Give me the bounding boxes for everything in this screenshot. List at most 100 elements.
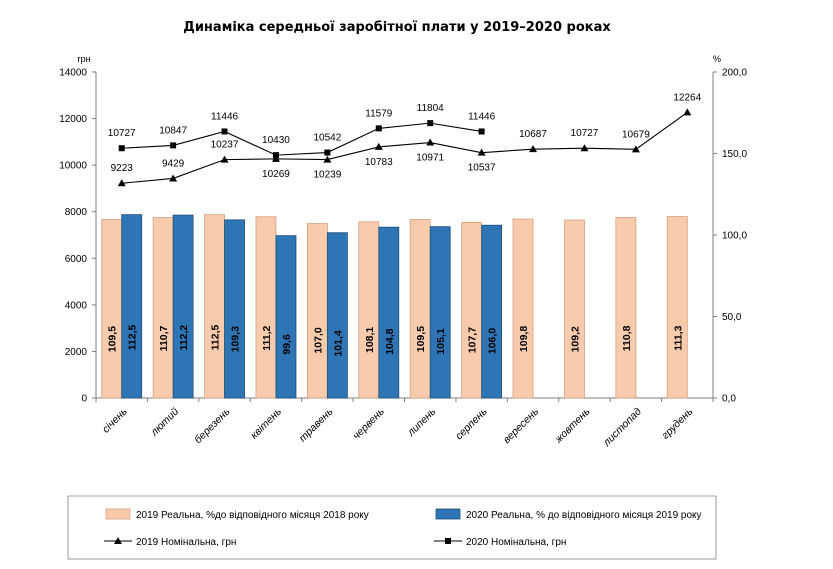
point-value-label: 11446: [211, 111, 239, 122]
bar-2020: [326, 232, 348, 399]
bar-value-label: 109,2: [569, 326, 581, 352]
bar-2019: [255, 216, 277, 399]
point-value-label: 11579: [365, 108, 393, 119]
x-tick-label: квітень: [248, 406, 284, 442]
left-tick-label: 8000: [65, 207, 88, 218]
left-tick-label: 12000: [59, 114, 87, 125]
bar-2019: [358, 221, 380, 399]
x-tick-label: травень: [297, 406, 336, 445]
point-marker-2019: [683, 108, 692, 116]
point-value-label: 10237: [211, 140, 239, 151]
bar-2019: [564, 219, 585, 399]
right-tick-label: 50,0: [722, 312, 742, 323]
point-marker-2019: [117, 179, 126, 187]
bar-value-label: 109,3: [230, 326, 242, 352]
bar-2019: [615, 216, 637, 399]
bar-2019: [409, 219, 431, 399]
point-marker-2019: [529, 145, 538, 153]
bar-value-label: 99,6: [281, 334, 293, 355]
bar-value-label: 101,4: [332, 330, 344, 356]
legend-label: 2020 Реальна, % до відповідного місяця 2…: [466, 510, 702, 521]
bar-value-label: 111,2: [261, 325, 273, 350]
point-marker-2020: [324, 149, 331, 156]
point-value-label: 11446: [468, 111, 496, 122]
bar-value-label: 104,8: [384, 328, 396, 354]
point-marker-2019: [580, 144, 589, 152]
x-tick-label: вересень: [501, 406, 541, 446]
point-marker-2020: [375, 125, 382, 132]
left-tick-label: 10000: [59, 161, 87, 172]
point-value-label: 10727: [571, 128, 599, 139]
point-value-label: 9223: [111, 163, 134, 174]
bar-value-label: 109,5: [107, 326, 119, 352]
x-tick-label: серпень: [453, 406, 490, 443]
left-axis-unit: грн: [77, 54, 90, 64]
bar-value-label: 107,0: [312, 327, 324, 353]
bar-value-label: 112,5: [127, 324, 139, 350]
point-value-label: 10847: [159, 125, 187, 136]
bar-value-label: 105,1: [435, 328, 447, 354]
bar-2019: [101, 219, 123, 399]
point-marker-2020: [272, 152, 279, 159]
left-tick-label: 0: [81, 394, 87, 405]
bar-2020: [172, 214, 194, 399]
point-value-label: 10430: [262, 135, 290, 146]
point-value-label: 10679: [622, 129, 650, 140]
right-tick-label: 100,0: [722, 231, 747, 242]
point-marker-2020: [427, 120, 434, 127]
point-marker-2019: [169, 174, 178, 182]
x-tick-label: липень: [405, 406, 439, 440]
point-value-label: 12264: [673, 92, 701, 103]
x-tick-label: січень: [100, 406, 130, 436]
x-tick-label: грудень: [659, 406, 695, 442]
right-tick-label: 150,0: [722, 149, 747, 160]
point-value-label: 10537: [468, 163, 496, 174]
point-marker-2019: [271, 154, 280, 162]
bar-value-label: 108,1: [364, 327, 376, 353]
bar-value-label: 110,8: [621, 325, 633, 351]
point-value-label: 10971: [416, 153, 444, 164]
legend-label: 2019 Реальна, %до відповідного місяця 20…: [136, 510, 369, 521]
point-marker-2019: [220, 155, 229, 163]
point-value-label: 9429: [162, 158, 185, 169]
bar-2020: [224, 219, 245, 399]
line-2019: [121, 111, 688, 184]
legend-label: 2019 Номінальна, грн: [136, 537, 236, 548]
point-marker-2019: [374, 142, 383, 150]
bar-value-label: 106,0: [487, 328, 499, 354]
point-value-label: 10269: [262, 169, 290, 180]
left-tick-label: 2000: [65, 347, 88, 358]
bar-value-label: 112,2: [178, 325, 190, 351]
x-tick-label: листопад: [600, 406, 644, 450]
right-axis-unit: %: [713, 54, 721, 64]
legend-swatch-bar-2020: [435, 508, 461, 520]
point-value-label: 10727: [108, 128, 136, 139]
x-tick-label: березень: [192, 406, 232, 446]
point-marker-2020: [118, 145, 125, 152]
bar-value-label: 109,5: [415, 326, 427, 352]
legend-marker-square: [445, 538, 451, 544]
bar-2019: [512, 218, 534, 399]
bar-2020: [121, 214, 143, 399]
labels-layer: 109,5 110,7 112,5 111,2 107,0 108,1 109,5 107,7…: [107, 92, 702, 356]
point-marker-2020: [170, 142, 177, 149]
right-tick-label: 0,0: [722, 394, 736, 405]
line-2020: [121, 122, 482, 156]
x-tick-label: жовтень: [552, 406, 593, 447]
legend-marker-triangle: [114, 537, 122, 544]
point-value-label: 10239: [313, 170, 341, 181]
point-marker-2020: [478, 128, 485, 135]
legend-swatch-bar-2019: [105, 508, 131, 520]
x-tick-label: червень: [350, 406, 386, 442]
bar-2019: [461, 222, 483, 399]
point-marker-2019: [631, 145, 640, 153]
bar-value-label: 112,5: [210, 324, 222, 350]
bar-2019: [152, 217, 174, 399]
bar-value-label: 110,7: [158, 325, 170, 351]
point-marker-2019: [477, 148, 486, 156]
bar-2020: [481, 224, 503, 399]
chart-title: Динаміка середньої заробітної плати у 20…: [183, 20, 611, 35]
left-tick-label: 6000: [65, 254, 88, 265]
bar-2020: [429, 226, 451, 399]
